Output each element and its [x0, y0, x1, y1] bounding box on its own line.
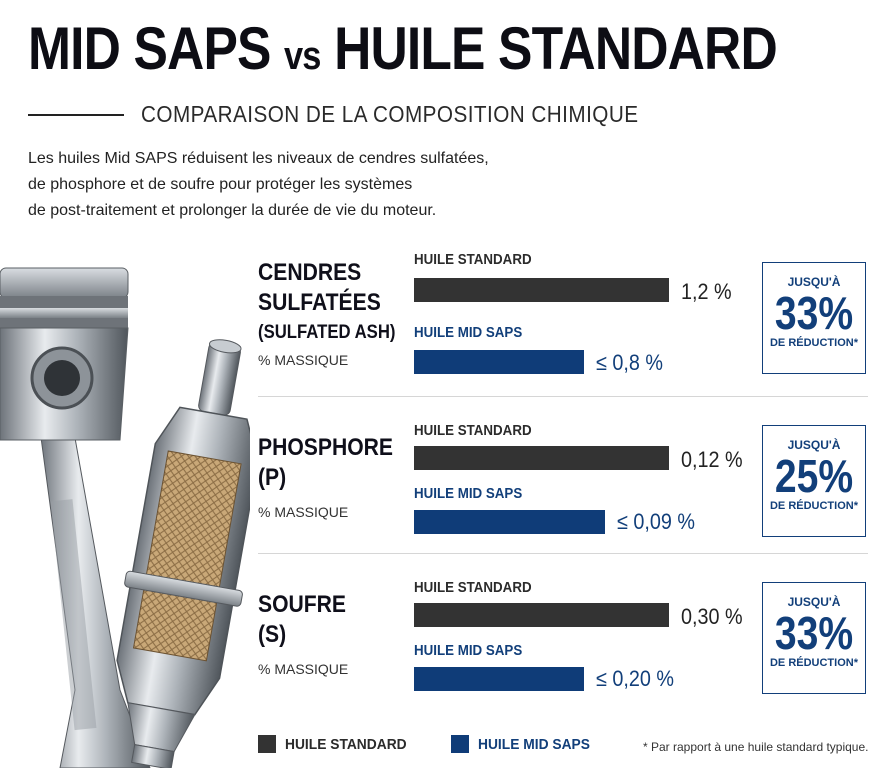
section-name-line: CENDRES [258, 259, 362, 286]
section-name: SOUFRE (S) [258, 590, 346, 650]
section-name-line: (P) [258, 464, 287, 491]
footnote: * Par rapport à une huile standard typiq… [643, 740, 869, 754]
mid-saps-value-label: ≤ 0,8 % [596, 350, 664, 375]
standard-bar [414, 446, 669, 470]
title-rule [28, 114, 124, 116]
reduction-badge: JUSQU'À 33% DE RÉDUCTION* [762, 582, 866, 694]
section-sulfur: SOUFRE (S) % MASSIQUE HUILE STANDARD 0,3… [258, 580, 868, 700]
badge-percent: 33% [774, 607, 854, 659]
standard-value-label: 0,12 % [681, 447, 743, 472]
badge-up-to: JUSQU'À [787, 438, 841, 452]
section-unit: % MASSIQUE [258, 661, 349, 677]
section-name: CENDRES SULFATÉES (SULFATED ASH) [258, 258, 395, 348]
section-name: PHOSPHORE (P) [258, 433, 393, 493]
badge-up-to: JUSQU'À [787, 275, 841, 289]
title-vs: vs [284, 34, 321, 78]
section-unit: % MASSIQUE [258, 504, 349, 520]
legend-mid-saps-swatch [451, 735, 469, 753]
mid-saps-value-label: ≤ 0,20 % [596, 666, 675, 691]
page-title: MID SAPS vs HUILE STANDARD [28, 14, 778, 83]
section-name-line: (SULFATED ASH) [258, 322, 396, 343]
page-subtitle: COMPARAISON DE LA COMPOSITION CHIMIQUE [141, 101, 639, 127]
mid-saps-bar [414, 667, 584, 691]
mid-saps-bar [414, 510, 605, 534]
standard-bar [414, 278, 669, 302]
standard-value-label: 1,2 % [681, 279, 732, 304]
title-huile-standard: HUILE STANDARD [334, 15, 778, 82]
standard-value-label: 0,30 % [681, 604, 743, 629]
badge-up-to: JUSQU'À [787, 595, 841, 609]
legend-standard-label: HUILE STANDARD [285, 736, 407, 753]
title-mid-saps: MID SAPS [28, 15, 271, 82]
standard-bar-label: HUILE STANDARD [414, 580, 532, 596]
mid-saps-bar-label: HUILE MID SAPS [414, 325, 523, 341]
engine-illustration [0, 267, 250, 768]
section-phosphorus: PHOSPHORE (P) % MASSIQUE HUILE STANDARD … [258, 423, 868, 543]
reduction-badge: JUSQU'À 25% DE RÉDUCTION* [762, 425, 866, 537]
intro-text: Les huiles Mid SAPS réduisent les niveau… [28, 146, 498, 224]
section-unit: % MASSIQUE [258, 352, 349, 368]
mid-saps-bar [414, 350, 584, 374]
mid-saps-bar-label: HUILE MID SAPS [414, 486, 523, 502]
badge-reduction: DE RÉDUCTION* [769, 500, 858, 512]
legend-mid-saps-label: HUILE MID SAPS [478, 736, 590, 753]
section-sulfated-ash: CENDRES SULFATÉES (SULFATED ASH) % MASSI… [258, 252, 868, 388]
mid-saps-bar-label: HUILE MID SAPS [414, 643, 523, 659]
section-divider [258, 396, 868, 397]
reduction-badge: JUSQU'À 33% DE RÉDUCTION* [762, 262, 866, 374]
badge-reduction: DE RÉDUCTION* [769, 657, 858, 669]
standard-bar-label: HUILE STANDARD [414, 252, 532, 268]
badge-percent: 33% [774, 287, 854, 339]
section-name-line: SULFATÉES [258, 289, 381, 316]
standard-bar [414, 603, 669, 627]
section-name-line: SOUFRE [258, 591, 347, 618]
intro-line: Les huiles Mid SAPS réduisent les niveau… [28, 150, 489, 167]
badge-reduction: DE RÉDUCTION* [769, 337, 858, 349]
section-name-line: (S) [258, 621, 287, 648]
section-name-line: PHOSPHORE [258, 434, 393, 461]
intro-line: de post-traitement et prolonger la durée… [28, 202, 437, 219]
section-divider [258, 553, 868, 554]
badge-percent: 25% [774, 450, 854, 502]
mid-saps-value-label: ≤ 0,09 % [617, 509, 696, 534]
legend-standard-swatch [258, 735, 276, 753]
standard-bar-label: HUILE STANDARD [414, 423, 532, 439]
intro-line: de phosphore et de soufre pour protéger … [28, 176, 413, 193]
